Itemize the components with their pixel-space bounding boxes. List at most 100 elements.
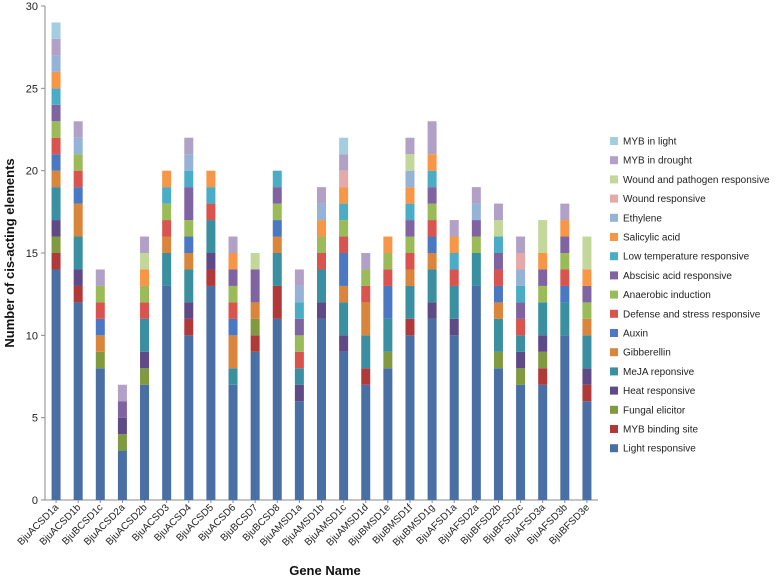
bar-segment — [272, 236, 282, 253]
bar-segment — [560, 285, 570, 303]
bar-segment — [471, 253, 481, 286]
bar-segment — [51, 88, 61, 105]
legend-swatch — [610, 329, 618, 337]
bar-segment — [51, 253, 61, 270]
bar-segment — [228, 384, 238, 500]
bar-segment — [228, 285, 238, 303]
bar-segment — [272, 318, 282, 500]
bar-segment — [449, 318, 459, 336]
bar-segment — [184, 187, 194, 221]
bar-segment — [339, 285, 349, 303]
bar-segment — [272, 285, 282, 319]
bar-segment — [427, 170, 437, 188]
bar-segment — [73, 236, 83, 270]
bar-segment — [317, 220, 326, 237]
bar-segment — [73, 154, 83, 171]
bar-segment — [317, 236, 326, 253]
bar-segment — [294, 384, 304, 402]
bar-segment — [140, 384, 150, 500]
bar-segment — [339, 351, 349, 500]
bar-segment — [471, 285, 481, 500]
legend-label: MeJA reponsive — [623, 367, 695, 378]
bar-segment — [184, 269, 194, 303]
bar-segment — [272, 187, 282, 204]
bar-segment — [51, 55, 61, 72]
y-tick-label: 10 — [26, 330, 38, 342]
bar-segment — [449, 236, 459, 253]
bar-segment — [493, 253, 503, 270]
bar-segment — [95, 351, 105, 369]
bar-segment — [317, 302, 326, 319]
bar-segment — [449, 285, 459, 319]
legend-swatch — [610, 425, 618, 433]
bar-segment — [117, 434, 127, 451]
bar-segment — [516, 368, 526, 385]
bar-segment — [162, 187, 172, 204]
bar-segment — [184, 318, 194, 336]
bar-segment — [51, 154, 61, 171]
bar-segment — [427, 236, 437, 253]
bar-segment — [383, 269, 393, 286]
bar-segment — [361, 384, 371, 500]
bar-segment — [184, 236, 194, 253]
bar-segment — [405, 285, 415, 319]
bar-segment — [493, 269, 503, 286]
bar-segment — [582, 384, 592, 402]
legend-label: Auxin — [623, 329, 648, 340]
legend-swatch — [610, 233, 618, 241]
bar-segment — [140, 302, 150, 319]
bar-segment — [294, 368, 304, 385]
bar-segment — [582, 368, 592, 385]
bar-segment — [516, 318, 526, 336]
bar-segment — [582, 401, 592, 500]
bar-segment — [294, 351, 304, 369]
bar-segment — [140, 285, 150, 303]
bar-segment — [272, 203, 282, 221]
bar-segment — [250, 318, 260, 336]
bar-segment — [560, 203, 570, 221]
bar-segment — [73, 203, 83, 237]
legend-label: Wound responsive — [623, 194, 706, 205]
legend-swatch — [610, 271, 618, 280]
bar-segment — [405, 318, 415, 336]
legend-label: MYB in drought — [623, 156, 692, 167]
bar-segment — [140, 318, 150, 352]
bar-segment — [516, 335, 526, 352]
bar-segment — [51, 236, 61, 253]
bar-segment — [294, 318, 304, 336]
legend-swatch — [610, 213, 618, 222]
bar-segment — [51, 121, 61, 138]
bar-segment — [73, 285, 83, 303]
bar-segment — [405, 253, 415, 270]
bar-segment — [383, 368, 393, 500]
bar-segment — [140, 351, 150, 369]
bar-segment — [361, 253, 371, 270]
legend-swatch — [610, 309, 618, 318]
bar-segment — [339, 137, 349, 155]
legend-swatch — [610, 444, 618, 453]
bar-segment — [250, 302, 260, 319]
bar-segment — [206, 285, 216, 500]
bar-segment — [250, 253, 260, 270]
bar-segment — [317, 187, 326, 204]
bar-segment — [582, 318, 592, 336]
y-tick-label: 15 — [26, 248, 38, 260]
bar-segment — [228, 318, 238, 336]
bar-segment — [294, 335, 304, 352]
bar-segment — [51, 22, 61, 39]
bar-segment — [516, 269, 526, 286]
bar-segment — [117, 450, 127, 500]
bar-segment — [538, 384, 548, 500]
y-tick-label: 30 — [26, 1, 38, 13]
legend-swatch — [610, 405, 618, 414]
bar-segment — [427, 187, 437, 204]
bar-segment — [427, 220, 437, 237]
legend-swatch — [610, 386, 618, 395]
bar-segment — [339, 170, 349, 188]
bar-segment — [228, 236, 238, 253]
legend-label: Defense and stress responsive — [623, 309, 761, 320]
bar-segment — [272, 170, 282, 188]
legend-label: Gibberellin — [623, 348, 671, 359]
y-tick-label: 25 — [26, 83, 38, 95]
bar-segment — [560, 236, 570, 253]
